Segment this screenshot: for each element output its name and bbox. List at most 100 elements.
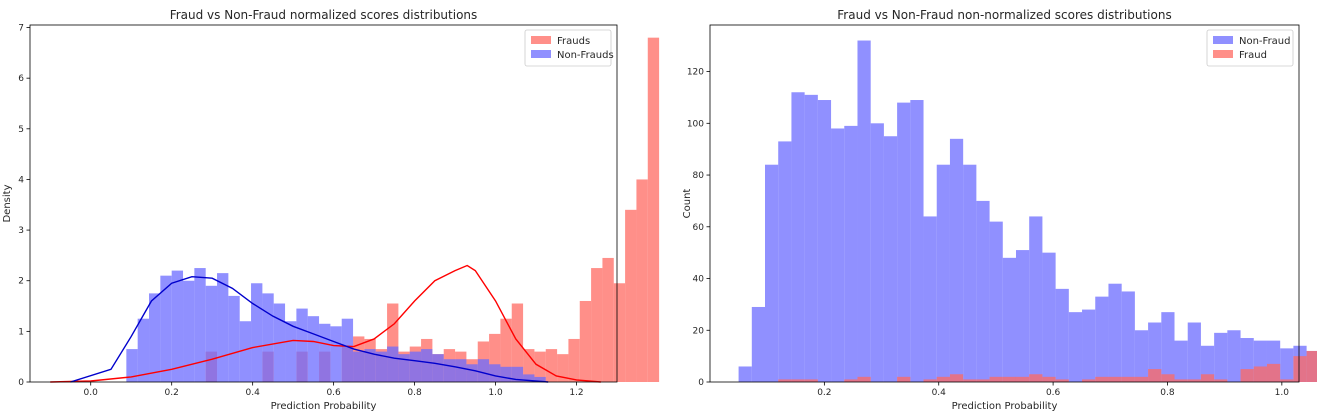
x-axis-label: Prediction Probability <box>952 401 1058 412</box>
bar-frauds <box>545 349 558 382</box>
bar-frauds <box>636 179 648 382</box>
bar-fraud <box>1108 376 1122 382</box>
bar-non-fraud <box>1121 291 1135 382</box>
y-tick-label: 20 <box>693 326 705 336</box>
bar-non-frauds <box>160 275 172 382</box>
legend: Non-Fraud Fraud <box>1206 29 1294 67</box>
bar-non-fraud <box>1068 312 1083 382</box>
x-tick-label: 0.2 <box>817 388 831 398</box>
bar-non-frauds <box>523 374 535 382</box>
bar-frauds <box>387 303 399 382</box>
bar-non-frauds <box>432 354 444 382</box>
legend-swatch <box>1213 50 1233 58</box>
y-tick-label: 1 <box>18 327 24 337</box>
bar-non-fraud <box>1015 250 1030 382</box>
x-tick-label: 0.8 <box>1160 388 1175 398</box>
bar-non-fraud <box>897 102 911 383</box>
bar-non-frauds <box>353 351 365 382</box>
series-fraud <box>778 350 1317 382</box>
bar-frauds <box>511 303 524 382</box>
bar-non-frauds <box>205 285 218 382</box>
legend-label: Fraud <box>1239 50 1267 61</box>
y-axis-label: Count <box>682 189 693 219</box>
x-tick-label: 0.6 <box>1046 388 1061 398</box>
bar-non-fraud <box>1200 345 1215 382</box>
bar-non-frauds <box>171 270 184 382</box>
y-tick-label: 0 <box>18 378 24 388</box>
bar-fraud <box>1293 356 1307 382</box>
bar-frauds <box>568 338 580 382</box>
kde-line-non-frauds <box>70 275 549 383</box>
bar-non-frauds <box>375 351 388 382</box>
bar-frauds <box>500 318 512 382</box>
bar-non-fraud <box>1042 252 1056 382</box>
y-tick-label: 6 <box>18 74 24 84</box>
bar-non-fraud <box>791 92 805 382</box>
bar-non-frauds <box>296 308 308 382</box>
bar-non-frauds <box>319 323 331 382</box>
bar-fraud <box>1174 379 1188 382</box>
bar-non-frauds <box>500 366 512 382</box>
series-non-frauds <box>126 268 546 382</box>
bar-frauds <box>557 354 569 382</box>
bar-non-fraud <box>1002 257 1016 382</box>
bar-fraud <box>923 379 937 382</box>
x-tick-label: 0.4 <box>932 388 947 398</box>
x-tick-label: 1.0 <box>488 388 503 398</box>
bar-non-fraud <box>1161 312 1175 382</box>
bar-fraud <box>1055 379 1069 382</box>
bar-frauds <box>602 257 614 382</box>
y-tick-label: 0 <box>698 378 704 388</box>
bar-fraud <box>844 379 858 382</box>
legend: Frauds Non-Frauds <box>524 29 614 67</box>
legend-swatch <box>1213 36 1233 44</box>
y-tick-label: 40 <box>693 275 705 285</box>
y-tick-label: 60 <box>693 223 705 233</box>
bar-non-fraud <box>765 164 779 382</box>
bar-non-fraud <box>817 100 832 383</box>
bar-fraud <box>897 376 911 382</box>
bar-non-frauds <box>239 321 252 382</box>
bar-non-fraud <box>910 100 924 383</box>
bar-non-fraud <box>831 128 845 382</box>
legend-swatch <box>531 36 551 44</box>
bar-frauds <box>579 300 592 382</box>
bar-non-fraud <box>751 306 766 382</box>
bar-non-fraud <box>1187 322 1201 382</box>
axes-frame <box>709 24 1300 383</box>
bar-non-frauds <box>341 318 354 382</box>
bar-non-fraud <box>976 200 990 382</box>
bar-fraud <box>791 379 805 382</box>
bar-non-frauds <box>262 293 274 382</box>
bar-non-frauds <box>409 351 422 382</box>
bar-non-frauds <box>251 283 263 382</box>
y-tick-label: 3 <box>18 226 24 236</box>
left-plot: 0.0 0.2 0.4 0.6 0.8 1.0 1.2 0 1 2 3 4 5 6 7 Fraud vs No… <box>2 8 660 412</box>
bar-non-frauds <box>511 366 524 382</box>
bar-non-frauds <box>387 346 399 382</box>
legend-label: Frauds <box>557 36 590 47</box>
legend-swatch <box>531 50 551 58</box>
bar-non-frauds <box>421 349 433 382</box>
x-tick-label: 0.0 <box>84 388 99 398</box>
bar-frauds <box>613 283 626 382</box>
bar-fraud <box>1121 376 1135 382</box>
bar-non-frauds <box>307 316 320 382</box>
bar-non-fraud <box>1227 330 1241 382</box>
y-tick-label: 7 <box>18 24 24 34</box>
x-tick-label: 1.2 <box>569 388 583 398</box>
y-axis-label: Density <box>2 184 13 222</box>
bar-fraud <box>1266 363 1281 382</box>
bar-non-frauds <box>137 318 150 382</box>
bar-non-frauds <box>228 295 240 382</box>
bar-frauds <box>625 209 637 382</box>
y-tick-label: 120 <box>687 68 704 78</box>
bar-fraud <box>857 376 871 382</box>
bar-fraud <box>1280 379 1294 382</box>
bar-non-fraud <box>989 221 1003 382</box>
bar-frauds <box>591 268 603 382</box>
bar-non-fraud <box>1029 216 1043 382</box>
bar-fraud <box>1015 376 1030 382</box>
bar-non-fraud <box>949 138 964 382</box>
